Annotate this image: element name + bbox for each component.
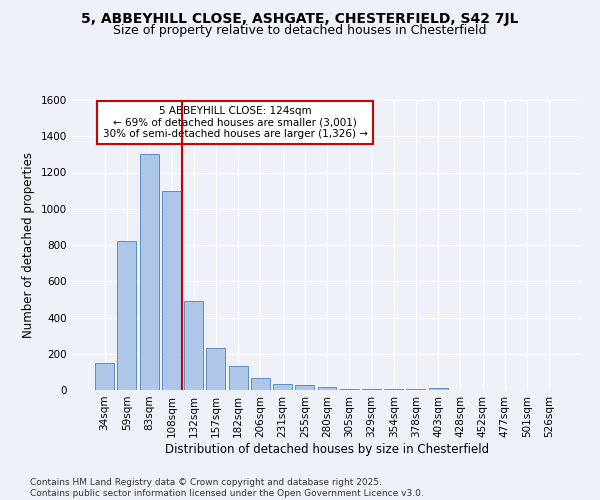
X-axis label: Distribution of detached houses by size in Chesterfield: Distribution of detached houses by size …: [165, 442, 489, 456]
Bar: [251, 378, 270, 390]
Y-axis label: Number of detached properties: Number of detached properties: [22, 152, 35, 338]
Bar: [295, 386, 314, 390]
Bar: [406, 389, 425, 390]
Bar: [118, 242, 136, 390]
Bar: [362, 389, 381, 390]
Bar: [384, 389, 403, 390]
Bar: [140, 154, 158, 390]
Bar: [429, 388, 448, 390]
Bar: [95, 363, 114, 390]
Text: Size of property relative to detached houses in Chesterfield: Size of property relative to detached ho…: [113, 24, 487, 37]
Bar: [184, 301, 203, 390]
Bar: [317, 388, 337, 390]
Bar: [229, 366, 248, 390]
Text: 5, ABBEYHILL CLOSE, ASHGATE, CHESTERFIELD, S42 7JL: 5, ABBEYHILL CLOSE, ASHGATE, CHESTERFIEL…: [81, 12, 519, 26]
Text: 5 ABBEYHILL CLOSE: 124sqm
← 69% of detached houses are smaller (3,001)
30% of se: 5 ABBEYHILL CLOSE: 124sqm ← 69% of detac…: [103, 106, 368, 139]
Bar: [340, 389, 359, 390]
Bar: [273, 384, 292, 390]
Bar: [162, 190, 181, 390]
Bar: [206, 348, 225, 390]
Text: Contains HM Land Registry data © Crown copyright and database right 2025.
Contai: Contains HM Land Registry data © Crown c…: [30, 478, 424, 498]
